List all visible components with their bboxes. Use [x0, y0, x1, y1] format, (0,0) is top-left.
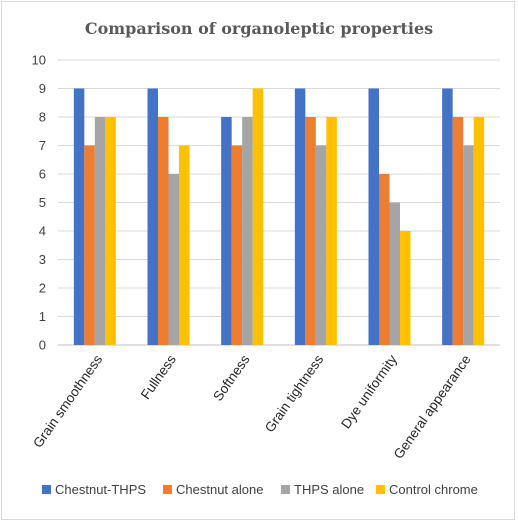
legend-swatch	[163, 485, 172, 494]
bar	[389, 202, 400, 345]
y-axis-ticks: 0 1 2 3 4 5 6 7 8 9 10	[32, 53, 46, 353]
chart-title: Comparison of organoleptic properties	[85, 19, 433, 38]
x-category-label: Fullness	[138, 352, 179, 402]
x-category-label: Dye uniformity	[338, 352, 400, 431]
bar	[368, 88, 379, 345]
y-tick-label: 3	[39, 252, 46, 267]
bar	[315, 145, 327, 345]
y-tick-label: 1	[39, 309, 46, 324]
grid	[58, 59, 500, 346]
legend-label: Chestnut-THPS	[55, 482, 146, 497]
bar	[442, 88, 453, 345]
bar	[463, 145, 474, 345]
y-tick-label: 4	[39, 224, 46, 239]
legend-swatch	[42, 485, 51, 494]
x-category-label: Grain smoothness	[30, 352, 105, 451]
x-category-label: Grain tightness	[262, 352, 327, 435]
bar	[147, 88, 158, 345]
x-category-label: Softness	[210, 352, 253, 404]
legend: Chestnut-THPS Chestnut alone THPS alone Con…	[42, 482, 478, 497]
y-tick-label: 10	[32, 53, 46, 68]
bar	[231, 145, 243, 345]
y-tick-label: 6	[39, 167, 46, 182]
y-tick-label: 7	[39, 138, 46, 153]
bar	[179, 145, 190, 345]
y-tick-label: 0	[39, 338, 46, 353]
y-tick-label: 9	[39, 81, 46, 96]
bar	[105, 117, 116, 345]
y-tick-label: 2	[39, 281, 46, 296]
bar	[400, 231, 411, 345]
x-category-label: General appearance	[391, 352, 474, 461]
bar	[305, 117, 316, 345]
y-tick-label: 5	[39, 195, 46, 210]
legend-label: THPS alone	[294, 482, 364, 497]
bar	[242, 117, 253, 345]
bar	[73, 88, 85, 345]
legend-label: Control chrome	[389, 482, 478, 497]
legend-label: Chestnut alone	[176, 482, 263, 497]
bar	[84, 145, 95, 345]
bar	[168, 174, 179, 345]
y-tick-label: 8	[39, 110, 46, 125]
x-axis-categories: Grain smoothness Fullness Softness Grain ti…	[30, 352, 473, 462]
legend-swatch	[376, 485, 385, 494]
bars	[73, 88, 485, 345]
bar	[326, 117, 337, 345]
bar	[221, 117, 232, 345]
bar	[94, 117, 106, 345]
bar	[294, 88, 306, 345]
bar	[158, 117, 169, 345]
legend-swatch	[281, 485, 290, 494]
bar	[252, 88, 264, 345]
bar	[379, 174, 390, 345]
bar	[452, 117, 464, 345]
bar	[473, 117, 485, 345]
